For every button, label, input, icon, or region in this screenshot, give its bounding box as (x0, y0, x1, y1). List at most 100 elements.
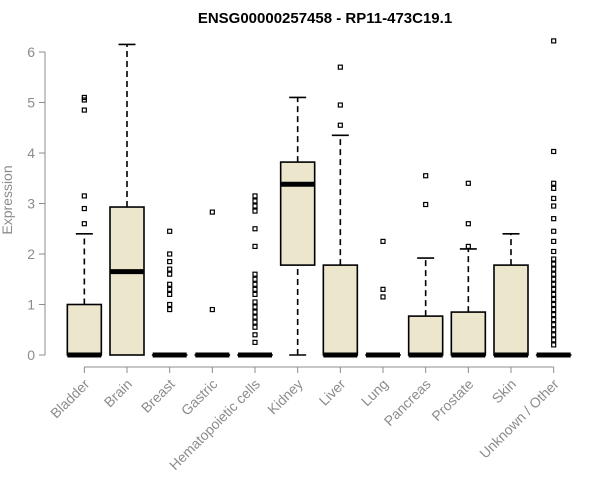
outlier-point (423, 201, 429, 208)
outlier-point (551, 332, 557, 338)
outlier-point (380, 286, 386, 292)
outlier-point (551, 276, 557, 282)
outlier-point (551, 296, 557, 303)
x-tick-label: Prostate (428, 376, 476, 424)
box-group (109, 43, 145, 356)
outlier-point (551, 306, 557, 313)
outlier-point (81, 221, 87, 227)
box (109, 206, 145, 356)
box-group (237, 193, 273, 358)
x-tick-label: Kidney (264, 376, 306, 418)
x-tick-label: Bladder (47, 376, 93, 422)
outlier-point (252, 208, 258, 214)
outlier-point (252, 319, 258, 325)
outlier-point (252, 299, 258, 305)
x-tick-label: Pancreas (381, 376, 434, 429)
outlier-point (252, 193, 258, 199)
box-group (194, 209, 231, 358)
box (450, 311, 487, 356)
outlier-point (551, 261, 557, 267)
y-axis: 0 1 2 3 4 5 6 (27, 44, 46, 363)
outlier-point (337, 64, 343, 70)
box-group (493, 233, 529, 358)
outlier-point (81, 205, 87, 212)
outlier-point (423, 173, 429, 179)
outlier-point (252, 271, 258, 277)
outlier-point (551, 195, 557, 202)
box (279, 161, 316, 266)
outlier-point (81, 193, 87, 199)
x-tick-label: Gastric (178, 376, 221, 419)
outlier-point (551, 228, 557, 234)
outlier-point (252, 314, 258, 320)
outlier-point (167, 291, 173, 297)
outlier-point (551, 256, 557, 262)
outlier-point (252, 309, 258, 315)
outlier-point (252, 198, 258, 204)
x-tick-label: Unknown / Other (476, 376, 562, 462)
outlier-point (167, 266, 173, 272)
plot-area (66, 38, 572, 358)
outlier-point (551, 38, 557, 44)
outlier-point (167, 258, 173, 265)
box-group (151, 228, 188, 358)
outlier-point (252, 281, 258, 287)
outlier-point (551, 301, 557, 308)
outlier-point (551, 216, 557, 222)
x-tick-label: Brain (101, 376, 135, 410)
outlier-point (209, 306, 215, 313)
box (66, 303, 103, 356)
outlier-point (551, 248, 557, 255)
outlier-point (252, 203, 258, 209)
outlier-point (551, 337, 557, 343)
chart-title: ENSG00000257458 - RP11-473C19.1 (198, 10, 452, 27)
outlier-point (167, 286, 173, 292)
outlier-point (252, 276, 258, 282)
y-tick-label: 1 (27, 297, 35, 313)
outlier-point (551, 286, 557, 292)
outlier-point (551, 291, 557, 297)
outlier-point (252, 226, 258, 232)
outlier-point (465, 180, 471, 186)
outlier-point (551, 238, 557, 244)
outlier-point (337, 102, 343, 108)
box-group (279, 96, 316, 356)
box-group (66, 94, 103, 358)
outlier-point (81, 107, 87, 113)
y-tick-label: 6 (27, 44, 35, 60)
y-axis-label: Expression (0, 165, 15, 234)
outlier-point (252, 339, 258, 345)
outlier-point (252, 286, 258, 292)
outlier-point (167, 301, 173, 308)
outlier-point (551, 266, 557, 272)
x-tick-label: Breast (138, 376, 178, 416)
outlier-point (380, 294, 386, 300)
outlier-point (551, 185, 557, 191)
outlier-point (551, 322, 557, 328)
x-tick-label: Skin (489, 376, 520, 407)
box (493, 264, 529, 356)
y-tick-label: 5 (27, 95, 35, 111)
outlier-point (252, 243, 258, 250)
y-tick-label: 0 (27, 347, 35, 363)
box (407, 315, 444, 356)
outlier-point (252, 291, 258, 297)
x-tick-label: Liver (316, 376, 349, 409)
outlier-point (551, 281, 557, 287)
outlier-point (209, 209, 215, 215)
box-group (407, 173, 444, 358)
outlier-point (551, 312, 557, 318)
outlier-point (167, 251, 173, 257)
outlier-point (465, 221, 471, 227)
outlier-point (81, 97, 87, 103)
outlier-point (551, 317, 557, 323)
outlier-point (337, 122, 343, 128)
outlier-point (465, 243, 471, 250)
outlier-point (380, 238, 386, 244)
y-tick-label: 2 (27, 246, 35, 262)
box (322, 264, 359, 356)
outlier-point (551, 271, 557, 277)
x-tick-label: Lung (358, 376, 391, 409)
outlier-point (252, 324, 258, 330)
